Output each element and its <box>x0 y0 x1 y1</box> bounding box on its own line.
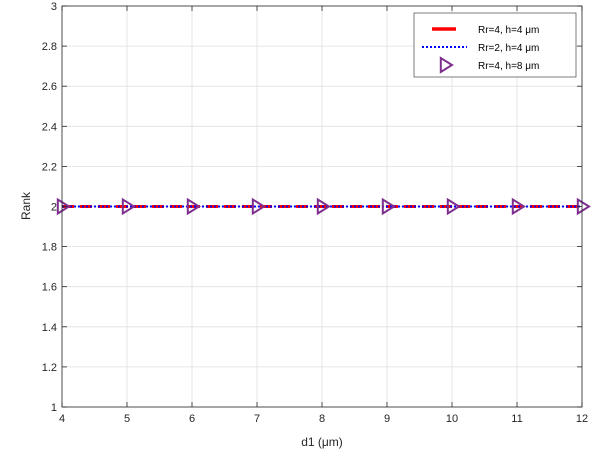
y-tick-label: 2.8 <box>42 41 57 53</box>
y-tick-label: 2 <box>51 202 57 214</box>
x-tick-label: 9 <box>384 413 390 425</box>
y-tick-label: 1.2 <box>42 362 57 374</box>
x-tick-label: 8 <box>319 413 325 425</box>
series-marker-rr4-h8 <box>56 197 71 216</box>
x-tick-label: 12 <box>576 413 588 425</box>
series-marker-rr4-h8 <box>186 197 201 216</box>
y-tick-label: 3 <box>51 1 57 13</box>
x-tick-label: 7 <box>254 413 260 425</box>
y-axis-label: Rank <box>19 191 33 220</box>
y-tick-label: 2.2 <box>42 161 57 173</box>
series-marker-rr4-h8 <box>511 197 526 216</box>
series-marker-rr4-h8 <box>316 197 331 216</box>
y-tick-label: 2.6 <box>42 81 57 93</box>
x-tick-label: 11 <box>511 413 522 425</box>
series-marker-rr4-h8 <box>446 197 461 216</box>
y-tick-label: 1.4 <box>42 322 57 334</box>
x-tick-label: 4 <box>59 413 65 425</box>
ticks: 4 5 6 7 8 9 10 11 12 1 1.2 1.4 1.6 1.8 2 2.2 2.4 2.6 2.8 3 <box>42 1 588 425</box>
legend-swatch-rr4-h8 <box>439 56 454 74</box>
series-marker-rr4-h8 <box>121 197 136 216</box>
y-tick-label: 2.4 <box>42 121 57 133</box>
x-tick-label: 10 <box>446 413 458 425</box>
legend-label: Rr=4, h=8 μm <box>478 61 539 72</box>
x-tick-label: 5 <box>124 413 130 425</box>
x-tick-label: 6 <box>189 413 195 425</box>
legend-label: Rr=2, h=4 μm <box>478 43 539 54</box>
y-tick-label: 1 <box>51 402 57 414</box>
legend-label: Rr=4, h=4 μm <box>478 25 539 36</box>
series-marker-rr4-h8 <box>251 197 266 216</box>
legend: Rr=4, h=4 μm Rr=2, h=4 μm Rr=4, h=8 μm <box>413 12 577 78</box>
y-tick-label: 1.6 <box>42 282 57 294</box>
y-tick-label: 1.8 <box>42 242 57 254</box>
x-axis-label: d1 (μm) <box>301 435 343 449</box>
series-layer <box>56 197 591 216</box>
series-marker-rr4-h8 <box>381 197 396 216</box>
